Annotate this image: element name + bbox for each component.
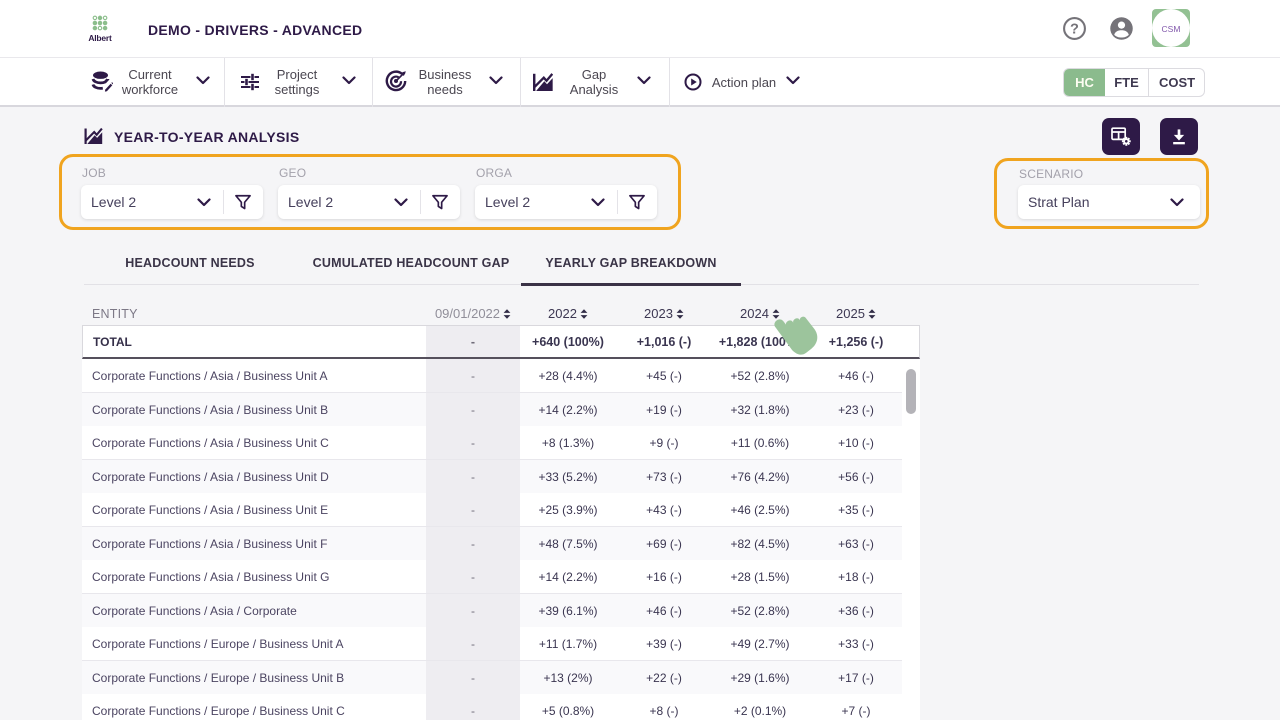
- svg-text:?: ?: [1070, 22, 1079, 38]
